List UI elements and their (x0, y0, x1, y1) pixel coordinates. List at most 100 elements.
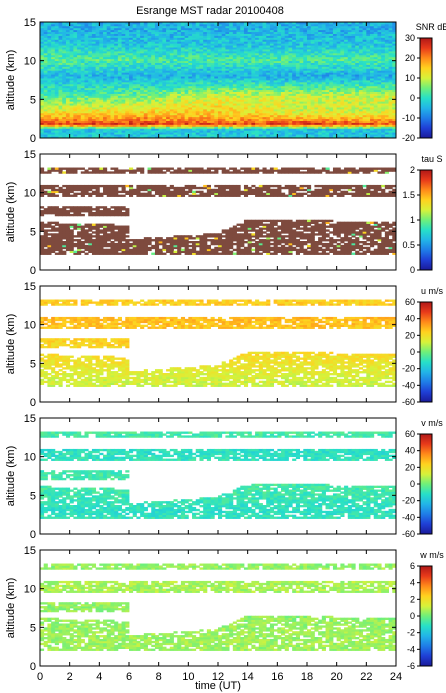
heatmap-cell (266, 68, 271, 71)
heatmap-cell (69, 60, 74, 63)
heatmap-cell (147, 72, 152, 75)
heatmap-cell (240, 118, 245, 121)
heatmap-cell (255, 45, 260, 48)
heatmap-cell (210, 81, 215, 85)
heatmap-cell (225, 89, 230, 92)
heatmap-cell (106, 122, 111, 125)
heatmap-cell (110, 23, 115, 27)
heatmap-cell (91, 107, 97, 110)
heatmap-cell (251, 68, 256, 71)
heatmap-cell (84, 120, 89, 123)
heatmap-cell (258, 45, 263, 48)
heatmap-cell (91, 114, 97, 118)
heatmap-cell (58, 76, 63, 79)
heatmap-cell (269, 136, 275, 139)
heatmap-cell (236, 83, 241, 87)
heatmap-cell (136, 122, 141, 125)
heatmap-cell (143, 134, 148, 137)
heatmap-cell (273, 60, 278, 63)
heatmap-cell (162, 136, 167, 139)
heatmap-cell (188, 103, 193, 106)
heatmap-cell (281, 126, 286, 129)
heatmap-cell (177, 124, 182, 127)
heatmap-cell (288, 110, 293, 114)
heatmap-cell (236, 112, 241, 116)
heatmap-cell (229, 23, 234, 27)
heatmap-cell (54, 27, 59, 31)
heatmap-cell (51, 95, 56, 98)
heatmap-cell (210, 120, 215, 123)
heatmap-cell (114, 47, 119, 50)
heatmap-cell (136, 89, 141, 92)
heatmap-cell (106, 58, 111, 62)
heatmap-cell (117, 56, 122, 60)
heatmap-cell (132, 72, 137, 75)
heatmap-cell (47, 35, 52, 38)
heatmap-cell (229, 114, 234, 118)
heatmap-cell (221, 39, 226, 42)
heatmap-cell (103, 87, 108, 91)
heatmap-cell (158, 56, 163, 60)
heatmap-cell (277, 45, 282, 48)
heatmap-cell (54, 136, 59, 139)
heatmap-cell (284, 33, 289, 36)
heatmap-cell (192, 80, 197, 83)
heatmap-cell (58, 109, 63, 112)
heatmap-cell (132, 122, 137, 125)
heatmap-cell (143, 54, 148, 58)
heatmap-cell (247, 105, 252, 108)
heatmap-cell (154, 122, 160, 125)
heatmap-cell (288, 66, 293, 69)
heatmap-cell (62, 76, 67, 79)
heatmap-cell (214, 43, 219, 46)
heatmap-cell (117, 37, 122, 40)
heatmap-cell (232, 56, 237, 60)
heatmap-cell (84, 68, 89, 71)
heatmap-cell (147, 51, 152, 54)
heatmap-cell (58, 124, 63, 127)
heatmap-cell (140, 134, 145, 137)
heatmap-cell (199, 83, 204, 87)
heatmap-cell (132, 29, 137, 33)
heatmap-cell (273, 29, 278, 33)
heatmap-cell (292, 76, 297, 79)
heatmap-cell (54, 128, 59, 131)
heatmap-cell (206, 64, 211, 67)
heatmap-cell (206, 80, 211, 83)
heatmap-cell (136, 64, 141, 67)
heatmap-cell (140, 80, 145, 83)
heatmap-cell (136, 22, 141, 25)
heatmap-cell (180, 72, 186, 75)
heatmap-cell (277, 23, 282, 27)
heatmap-cell (232, 35, 237, 38)
heatmap-cell (214, 107, 219, 110)
heatmap-cell (110, 64, 115, 67)
heatmap-cell (299, 41, 304, 44)
heatmap-cell (51, 132, 56, 135)
heatmap-cell (184, 62, 189, 65)
heatmap-cell (99, 68, 104, 71)
heatmap-cell (258, 132, 263, 135)
heatmap-cell (247, 39, 252, 42)
heatmap-cell (206, 99, 211, 102)
heatmap-cell (221, 114, 226, 118)
heatmap-cell (80, 76, 85, 79)
heatmap-cell (106, 93, 111, 96)
heatmap-cell (162, 83, 167, 87)
heatmap-cell (125, 45, 130, 48)
heatmap-cell (203, 33, 208, 36)
heatmap-cell (99, 95, 104, 98)
heatmap-cell (147, 99, 152, 102)
heatmap-cell (88, 51, 93, 54)
heatmap-cell (103, 25, 108, 29)
heatmap-cell (62, 68, 67, 71)
heatmap-cell (103, 91, 108, 94)
heatmap-cell (136, 83, 141, 87)
heatmap-cell (125, 81, 130, 85)
heatmap-cell (218, 72, 223, 75)
heatmap-cell (136, 43, 141, 46)
heatmap-cell (262, 45, 267, 48)
heatmap-cell (140, 43, 145, 46)
heatmap-cell (65, 29, 71, 33)
heatmap-cell (73, 22, 78, 25)
